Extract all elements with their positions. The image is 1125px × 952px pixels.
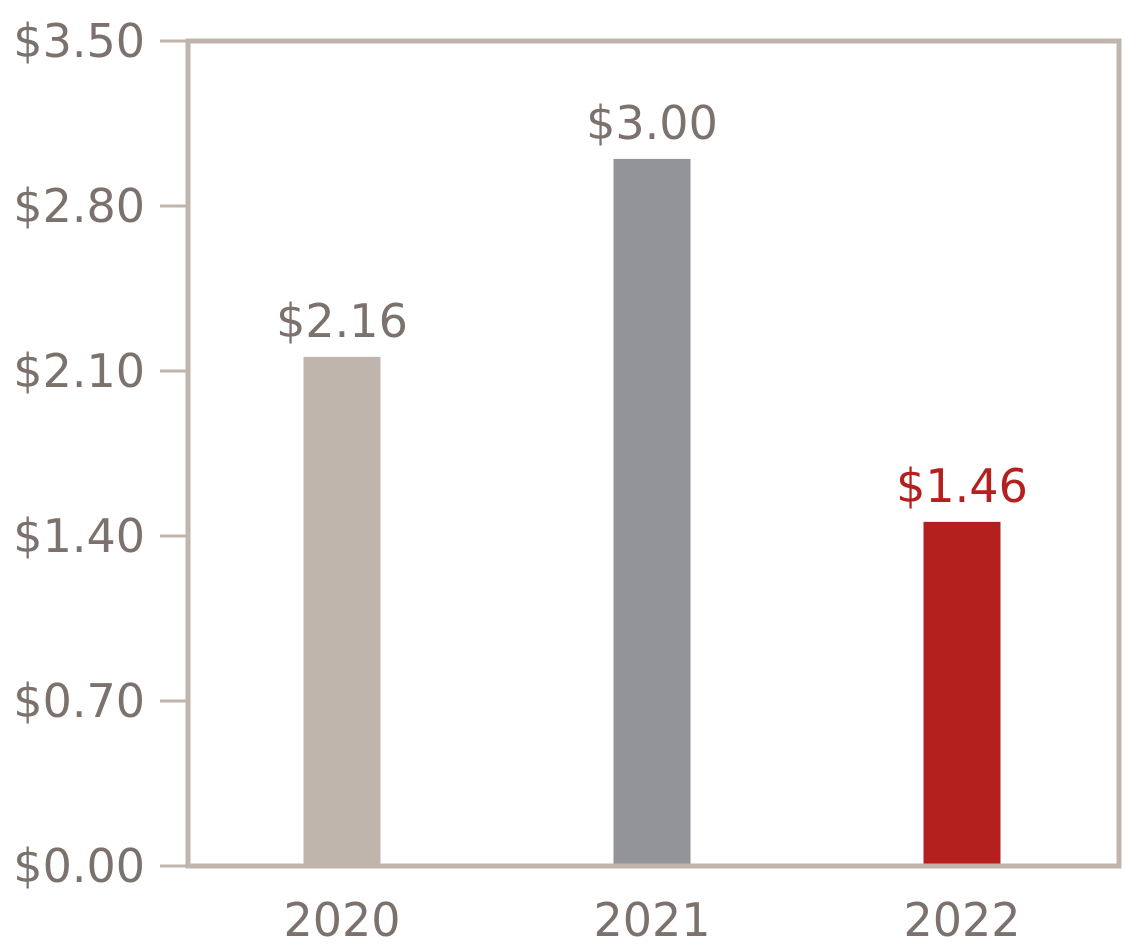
y-tick-label: $3.50 bbox=[13, 14, 145, 68]
x-tick-label: 2021 bbox=[593, 893, 710, 947]
y-tick-label: $0.00 bbox=[13, 839, 145, 893]
plot-frame bbox=[185, 38, 1122, 869]
y-tick-label: $2.80 bbox=[13, 179, 145, 233]
bar-2021 bbox=[613, 158, 691, 864]
x-tick-label: 2022 bbox=[903, 893, 1020, 947]
x-tick-label: 2020 bbox=[283, 893, 400, 947]
data-label-2021: $3.00 bbox=[586, 96, 718, 150]
y-tick-label: $0.70 bbox=[13, 674, 145, 728]
labels-group: $0.00 $0.70 $1.40 $2.10 $2.80 $3.50 $2.16 2020 $… bbox=[13, 14, 1028, 947]
bar-2020 bbox=[303, 356, 381, 864]
data-label-2022: $1.46 bbox=[896, 459, 1028, 513]
y-tick-label: $1.40 bbox=[13, 509, 145, 563]
bar-2022 bbox=[923, 521, 1001, 864]
data-label-2020: $2.16 bbox=[276, 294, 408, 348]
bars-group bbox=[303, 158, 1001, 864]
y-tick-label: $2.10 bbox=[13, 344, 145, 398]
